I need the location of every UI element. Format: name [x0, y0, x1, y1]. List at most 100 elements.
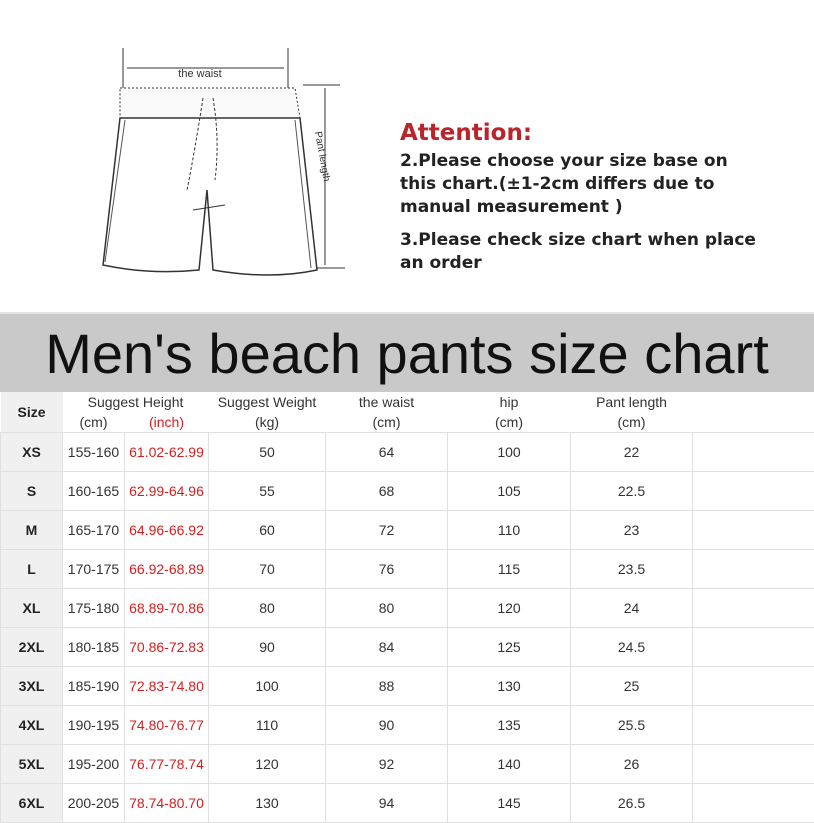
- table-cell: 23.5: [570, 549, 694, 589]
- waist-label: the waist: [178, 68, 221, 80]
- table-cell: 3XL: [0, 666, 63, 706]
- size-table: Size Suggest Height Suggest Weight the w…: [0, 392, 814, 823]
- table-row: 4XL 190-195 74.80-76.77 110 90 135 25.5: [0, 705, 814, 745]
- table-cell: 105: [447, 471, 572, 511]
- header-unit: (kg): [254, 414, 280, 430]
- header-unit: (cm): [617, 414, 646, 430]
- blank-cell: [692, 549, 814, 589]
- note-line: 2.Please choose your size base on this c…: [400, 151, 728, 217]
- length-label: Pant length: [312, 131, 332, 183]
- table-cell: 130: [208, 783, 327, 823]
- table-cell: 64: [325, 432, 449, 472]
- table-cell: 78.74-80.70: [123, 783, 210, 823]
- header-unit: (cm): [79, 414, 108, 430]
- table-cell: 23: [570, 510, 694, 550]
- shorts-diagram: the waist Pant length: [102, 48, 345, 276]
- table-cell: 80: [208, 588, 327, 628]
- title: Men's beach pants size chart: [0, 312, 814, 392]
- table-cell: 180-185: [62, 627, 125, 667]
- notes-heading: Attention:: [400, 120, 533, 146]
- table-cell: 80: [325, 588, 449, 628]
- table-cell: 100: [447, 432, 572, 472]
- table-row: XS 155-160 61.02-62.99 50 64 100 22: [0, 432, 814, 472]
- table-cell: 155-160: [62, 432, 125, 472]
- table-row: L 170-175 66.92-68.89 70 76 115 23.5: [0, 549, 814, 589]
- table-cell: 76.77-78.74: [123, 744, 210, 784]
- table-cell: 190-195: [62, 705, 125, 745]
- header-unit: (inch): [149, 414, 185, 430]
- side-stripe: [294, 119, 312, 269]
- header-cell: the waist: [358, 394, 415, 410]
- table-cell: 64.96-66.92: [123, 510, 210, 550]
- table-cell: 185-190: [62, 666, 125, 706]
- side-stripe: [104, 119, 126, 263]
- table-row: 5XL 195-200 76.77-78.74 120 92 140 26: [0, 744, 814, 784]
- table-row: 2XL 180-185 70.86-72.83 90 84 125 24.5: [0, 627, 814, 667]
- table-cell: 200-205: [62, 783, 125, 823]
- table-cell: 50: [208, 432, 327, 472]
- table-cell: 25.5: [570, 705, 694, 745]
- table-cell: 24: [570, 588, 694, 628]
- table-cell: M: [0, 510, 63, 550]
- table-row: 3XL 185-190 72.83-74.80 100 88 130 25: [0, 666, 814, 706]
- table-cell: 195-200: [62, 744, 125, 784]
- table-cell: 2XL: [0, 627, 63, 667]
- table-cell: 135: [447, 705, 572, 745]
- table-cell: XL: [0, 588, 63, 628]
- shorts-outline: [102, 117, 318, 276]
- table-cell: 94: [325, 783, 449, 823]
- blank-cell: [692, 666, 814, 706]
- table-cell: 145: [447, 783, 572, 823]
- table-body: XS 155-160 61.02-62.99 50 64 100 22 S 160-165 62.…: [0, 432, 814, 823]
- table-row: M 165-170 64.96-66.92 60 72 110 23: [0, 510, 814, 550]
- table-cell: 90: [325, 705, 449, 745]
- table-cell: 165-170: [62, 510, 125, 550]
- table-cell: 26.5: [570, 783, 694, 823]
- table-cell: 160-165: [62, 471, 125, 511]
- header-cell: Suggest Weight: [217, 394, 317, 410]
- table-cell: 70: [208, 549, 327, 589]
- table-cell: 25: [570, 666, 694, 706]
- table-cell: S: [0, 471, 63, 511]
- drawstring: [186, 97, 218, 191]
- header-cell: Pant length: [596, 394, 667, 410]
- table-cell: 22: [570, 432, 694, 472]
- table-cell: 76: [325, 549, 449, 589]
- table-cell: 61.02-62.99: [123, 432, 210, 472]
- table-cell: 74.80-76.77: [123, 705, 210, 745]
- table-cell: 60: [208, 510, 327, 550]
- table-cell: 72.83-74.80: [123, 666, 210, 706]
- table-cell: 26: [570, 744, 694, 784]
- note-line: 3.Please check size chart when place an …: [400, 230, 756, 273]
- blank-cell: [692, 627, 814, 667]
- header-unit: (cm): [495, 414, 524, 430]
- blank-cell: [692, 744, 814, 784]
- waistband: [119, 87, 301, 119]
- table-cell: 110: [208, 705, 327, 745]
- blank-cell: [692, 783, 814, 823]
- table-cell: 5XL: [0, 744, 63, 784]
- table-cell: 125: [447, 627, 572, 667]
- table-cell: L: [0, 549, 63, 589]
- table-cell: 115: [447, 549, 572, 589]
- table-cell: 68.89-70.86: [123, 588, 210, 628]
- table-row: XL 175-180 68.89-70.86 80 80 120 24: [0, 588, 814, 628]
- notes: Attention: 2.Please choose your size bas…: [400, 120, 760, 285]
- table-cell: 88: [325, 666, 449, 706]
- blank-cell: [692, 588, 814, 628]
- table-cell: 90: [208, 627, 327, 667]
- table-cell: 120: [447, 588, 572, 628]
- table-cell: 100: [208, 666, 327, 706]
- table-row: 6XL 200-205 78.74-80.70 130 94 145 26.5: [0, 783, 814, 823]
- blank-cell: [692, 471, 814, 511]
- table-cell: 62.99-64.96: [123, 471, 210, 511]
- header-cell: hip: [499, 394, 519, 410]
- table-cell: 84: [325, 627, 449, 667]
- table-cell: XS: [0, 432, 63, 472]
- table-cell: 70.86-72.83: [123, 627, 210, 667]
- blank-cell: [692, 432, 814, 472]
- table-cell: 66.92-68.89: [123, 549, 210, 589]
- blank-header: [693, 392, 814, 433]
- table-cell: 140: [447, 744, 572, 784]
- table-cell: 130: [447, 666, 572, 706]
